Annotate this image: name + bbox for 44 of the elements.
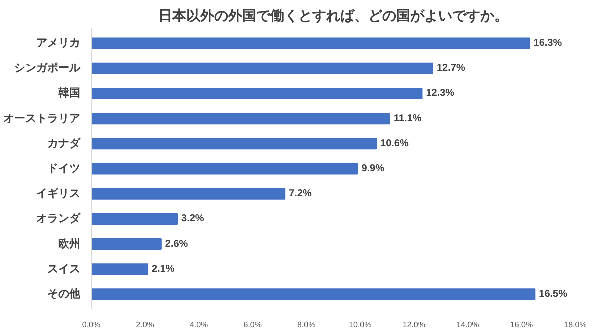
chart-title: 日本以外の外国で働くとすれば、どの国がよいですか。 <box>158 8 508 24</box>
data-label: 7.2% <box>289 188 312 200</box>
bar <box>92 264 148 276</box>
bar <box>92 188 286 200</box>
y-tick-label: 韓国 <box>58 86 80 100</box>
y-tick-label: シンガポール <box>14 62 82 75</box>
y-tick-label: オランダ <box>36 212 82 226</box>
bar <box>92 62 434 74</box>
bar <box>92 213 178 225</box>
x-tick-label: 0.0% <box>82 320 101 330</box>
data-label: 16.5% <box>539 288 568 300</box>
x-tick-label: 4.0% <box>190 320 208 330</box>
y-tick-label: カナダ <box>48 136 82 150</box>
data-label: 2.6% <box>165 238 188 250</box>
bar <box>92 38 530 50</box>
data-label: 12.3% <box>426 88 455 100</box>
bar <box>92 88 423 100</box>
data-label: 2.1% <box>152 264 175 275</box>
bar <box>92 113 390 125</box>
x-tick-label: 6.0% <box>244 320 262 330</box>
x-tick-label: 18.0% <box>564 320 587 330</box>
data-label: 12.7% <box>436 63 466 74</box>
y-tick-label: アメリカ <box>36 38 80 50</box>
y-tick-label: オーストラリア <box>4 112 80 125</box>
x-tick-label: 12.0% <box>402 320 426 330</box>
x-tick-label: 2.0% <box>136 320 154 330</box>
y-tick-label: スイス <box>48 263 80 276</box>
y-tick-label: 欧州 <box>58 237 80 250</box>
y-tick-label: ドイツ <box>48 163 80 175</box>
y-tick-label: その他 <box>48 287 82 300</box>
x-tick-label: 14.0% <box>456 320 480 330</box>
x-tick-label: 8.0% <box>297 320 316 330</box>
x-tick-label: 10.0% <box>349 320 372 330</box>
data-label: 10.6% <box>380 138 409 150</box>
bar <box>92 238 162 250</box>
data-label: 16.3% <box>534 38 562 50</box>
data-label: 3.2% <box>182 214 204 225</box>
y-tick-label: イギリス <box>36 187 80 200</box>
bar <box>92 163 358 175</box>
data-label: 11.1% <box>394 113 422 124</box>
x-tick-label: 16.0% <box>510 320 534 330</box>
data-label: 9.9% <box>362 164 385 174</box>
bar <box>92 138 378 150</box>
bar <box>92 288 536 300</box>
